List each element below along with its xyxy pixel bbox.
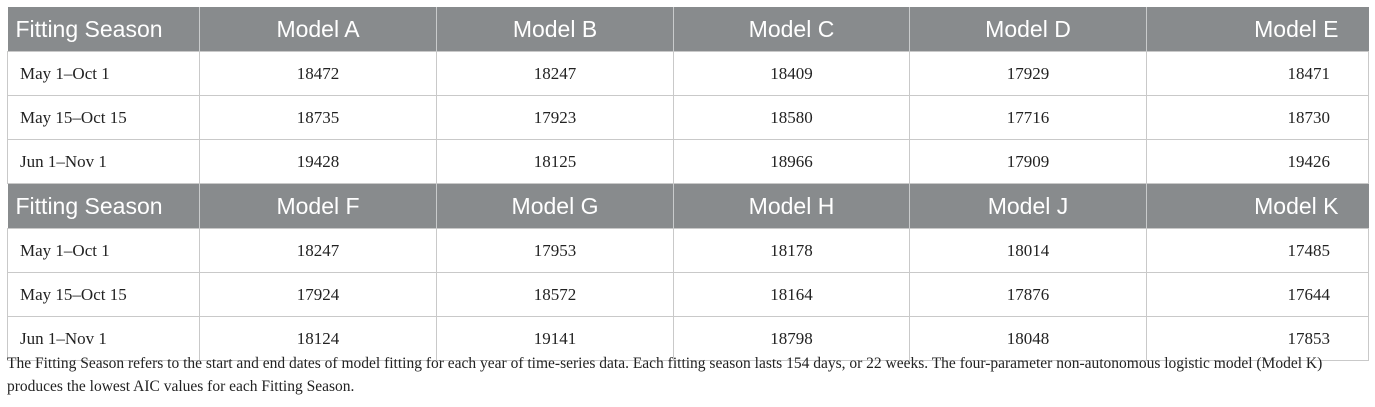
column-header-model-d: Model D: [909, 7, 1147, 52]
value-cell: 17909: [909, 139, 1147, 184]
season-cell: May 15–Oct 15: [7, 272, 200, 317]
column-header-fitting-season: Fitting Season: [7, 7, 200, 52]
value-cell: 18125: [436, 139, 674, 184]
value-cell: 18572: [436, 272, 674, 317]
value-cell: 17876: [909, 272, 1147, 317]
table-row: May 15–Oct 15 17924 18572 18164 17876 17…: [7, 272, 1369, 317]
value-cell: 18966: [673, 139, 910, 184]
header-row-models-a-e: Fitting Season Model A Model B Model C M…: [7, 7, 1369, 52]
value-cell: 17853: [1146, 316, 1369, 361]
value-cell: 18471: [1146, 51, 1369, 96]
table-body: Fitting Season Model A Model B Model C M…: [7, 7, 1369, 361]
column-header-model-k: Model K: [1146, 183, 1369, 229]
table-footnote: The Fitting Season refers to the start a…: [7, 355, 1323, 395]
season-cell: Jun 1–Nov 1: [7, 316, 200, 361]
value-cell: 18798: [673, 316, 910, 361]
value-cell: 17953: [436, 228, 674, 273]
table-row: May 1–Oct 1 18247 17953 18178 18014 1748…: [7, 228, 1369, 273]
season-cell: Jun 1–Nov 1: [7, 139, 200, 184]
value-cell: 18735: [199, 95, 437, 140]
column-header-model-h: Model H: [673, 183, 910, 229]
season-cell: May 15–Oct 15: [7, 95, 200, 140]
value-cell: 17929: [909, 51, 1147, 96]
value-cell: 18472: [199, 51, 437, 96]
column-header-fitting-season: Fitting Season: [7, 183, 200, 229]
value-cell: 18580: [673, 95, 910, 140]
value-cell: 19428: [199, 139, 437, 184]
value-cell: 17716: [909, 95, 1147, 140]
column-header-model-c: Model C: [673, 7, 910, 52]
value-cell: 18014: [909, 228, 1147, 273]
value-cell: 18247: [199, 228, 437, 273]
column-header-model-j: Model J: [909, 183, 1147, 229]
table-row: Jun 1–Nov 1 19428 18125 18966 17909 1942…: [7, 139, 1369, 184]
value-cell: 18124: [199, 316, 437, 361]
value-cell: 18178: [673, 228, 910, 273]
table-row: May 15–Oct 15 18735 17923 18580 17716 18…: [7, 95, 1369, 140]
value-cell: 18730: [1146, 95, 1369, 140]
value-cell: 17923: [436, 95, 674, 140]
column-header-model-b: Model B: [436, 7, 674, 52]
value-cell: 17485: [1146, 228, 1369, 273]
column-header-model-f: Model F: [199, 183, 437, 229]
season-cell: May 1–Oct 1: [7, 228, 200, 273]
season-cell: May 1–Oct 1: [7, 51, 200, 96]
column-header-model-g: Model G: [436, 183, 674, 229]
value-cell: 18164: [673, 272, 910, 317]
aic-table: Fitting Season Model A Model B Model C M…: [7, 7, 1369, 361]
column-header-model-e: Model E: [1146, 7, 1369, 52]
value-cell: 18409: [673, 51, 910, 96]
table-row: Jun 1–Nov 1 18124 19141 18798 18048 1785…: [7, 316, 1369, 361]
value-cell: 17644: [1146, 272, 1369, 317]
value-cell: 17924: [199, 272, 437, 317]
column-header-model-a: Model A: [199, 7, 437, 52]
value-cell: 19426: [1146, 139, 1369, 184]
header-row-models-f-k: Fitting Season Model F Model G Model H M…: [7, 183, 1369, 229]
value-cell: 18247: [436, 51, 674, 96]
table-row: May 1–Oct 1 18472 18247 18409 17929 1847…: [7, 51, 1369, 96]
